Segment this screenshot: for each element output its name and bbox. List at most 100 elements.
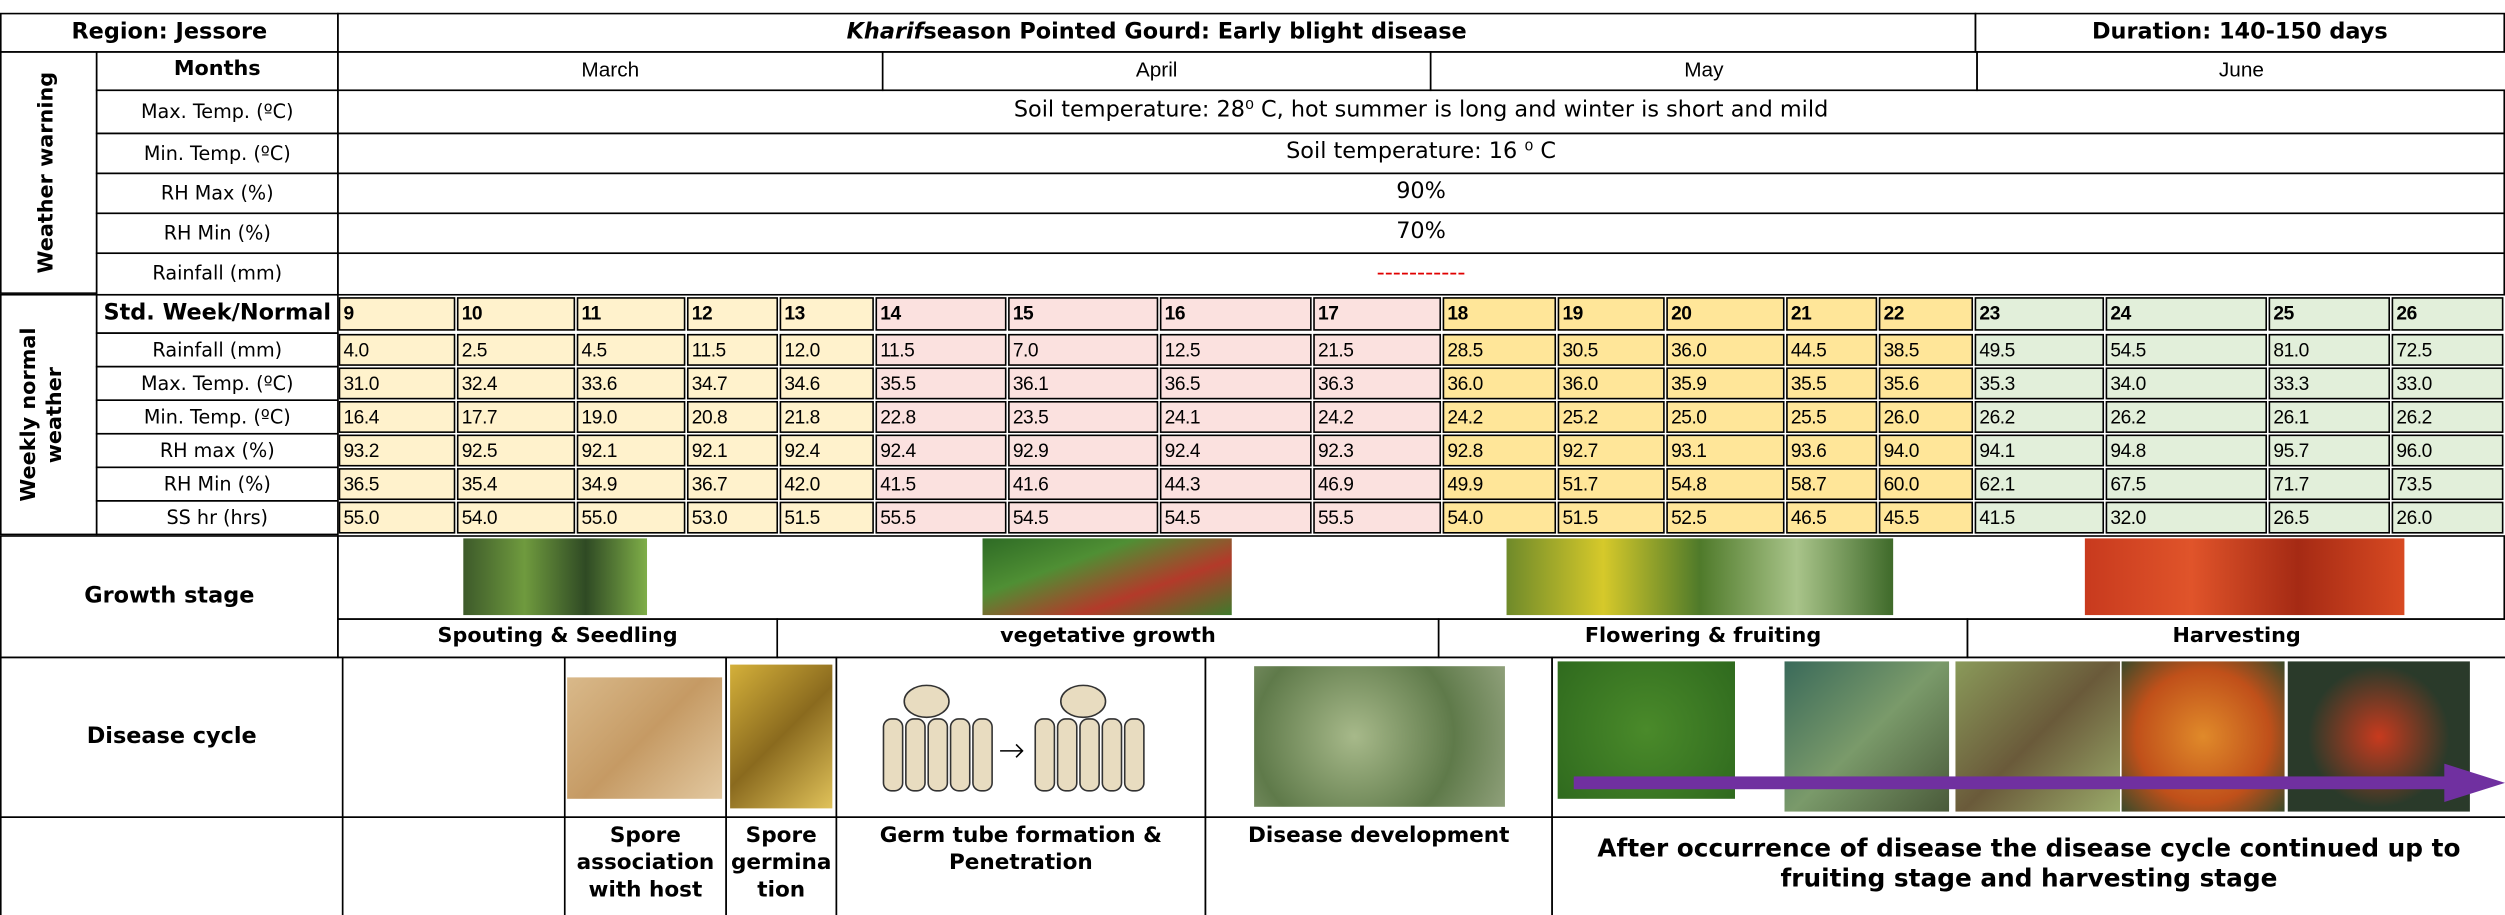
data-cell-text: 92.4	[880, 439, 915, 463]
row-label-text: Min. Temp. (ºC)	[144, 141, 291, 165]
data-cell: 36.5	[1160, 367, 1312, 399]
data-cell: 92.3	[1313, 435, 1441, 467]
row-label-text: Min. Temp. (ºC)	[144, 405, 291, 429]
duration: Duration: 140-150 days	[1975, 13, 2505, 53]
data-cell-text: 22.8	[880, 405, 915, 429]
row-label: RH Min (%)	[96, 212, 339, 254]
data-cell: 12.0	[780, 334, 874, 366]
data-cell: 95.7	[2269, 435, 2390, 467]
week-text: 14	[880, 302, 900, 326]
row-value-text: Soil temperature: 28⁰ C, hot summer is l…	[1014, 98, 1828, 126]
data-cell-text: 26.0	[2396, 506, 2431, 530]
data-cell: 49.9	[1443, 468, 1556, 500]
week: 25	[2269, 297, 2390, 331]
blank	[342, 816, 566, 915]
data-cell-text: 54.8	[1671, 472, 1706, 496]
data-cell: 11.5	[875, 334, 1006, 366]
data-cell-text: 92.1	[582, 439, 617, 463]
week: 22	[1879, 297, 1973, 331]
data-cell-text: 55.5	[880, 506, 915, 530]
step: Germ tube formation & Penetration	[836, 816, 1207, 915]
row-label: RH Min (%)	[96, 466, 339, 501]
data-cell-text: 49.5	[1979, 338, 2014, 362]
week-text: 24	[2110, 302, 2130, 326]
data-cell: 54.0	[1443, 502, 1556, 534]
week-text: 26	[2396, 302, 2416, 326]
row-label-text: RH max (%)	[160, 439, 275, 463]
row-label: Max. Temp. (ºC)	[96, 366, 339, 401]
data-cell-text: 34.9	[582, 472, 617, 496]
data-cell: 30.5	[1558, 334, 1665, 366]
week: 20	[1666, 297, 1784, 331]
data-cell: 44.3	[1160, 468, 1312, 500]
data-cell-text: 41.6	[1013, 472, 1048, 496]
row-value: Soil temperature: 16 ⁰ C	[337, 133, 2505, 175]
data-cell-text: 32.4	[462, 371, 497, 395]
data-cell-text: 34.7	[692, 371, 727, 395]
data-cell-text: 4.0	[343, 338, 368, 362]
row-value: 70%	[337, 212, 2505, 254]
data-cell: 54.5	[1160, 502, 1312, 534]
data-cell: 26.0	[1879, 401, 1973, 433]
data-cell-text: 34.0	[2110, 371, 2145, 395]
data-cell: 94.1	[1975, 435, 2104, 467]
data-cell: 60.0	[1879, 468, 1973, 500]
data-cell-text: 23.5	[1013, 405, 1048, 429]
data-cell-text: 33.6	[582, 371, 617, 395]
data-cell: 17.7	[457, 401, 575, 433]
week: 21	[1786, 297, 1877, 331]
data-cell: 41.5	[1975, 502, 2104, 534]
step: Spore germina tion	[725, 816, 837, 915]
data-cell-text: 36.0	[1562, 371, 1597, 395]
data-cell: 51.7	[1558, 468, 1665, 500]
week: 16	[1160, 297, 1312, 331]
data-cell-text: 41.5	[1979, 506, 2014, 530]
data-cell-text: 7.0	[1013, 338, 1038, 362]
section-label-text: Weather warning	[36, 72, 62, 274]
data-cell-text: 81.0	[2273, 338, 2308, 362]
title-text: Kharif	[847, 19, 924, 47]
data-cell: 24.1	[1160, 401, 1312, 433]
stage-text: Flowering & fruiting	[1585, 625, 1821, 651]
week-text: 15	[1013, 302, 1033, 326]
data-cell: 49.5	[1975, 334, 2104, 366]
row-label: RH max (%)	[96, 433, 339, 468]
data-cell-text: 33.3	[2273, 371, 2308, 395]
week-text: 10	[462, 302, 482, 326]
data-cell: 67.5	[2106, 468, 2267, 500]
row-label-text: Rainfall (mm)	[152, 262, 282, 286]
data-cell-text: 92.4	[784, 439, 819, 463]
row-value-text: 70%	[1396, 219, 1446, 247]
step-text: After occurrence of disease the disease …	[1553, 834, 2505, 896]
data-cell: 26.2	[2106, 401, 2267, 433]
data-cell: 24.2	[1443, 401, 1556, 433]
week-text: 25	[2273, 302, 2293, 326]
data-cell: 55.5	[875, 502, 1006, 534]
month: April	[882, 51, 1432, 91]
step-text: Germ tube formation & Penetration	[837, 823, 1204, 877]
data-cell: 21.5	[1313, 334, 1441, 366]
week-text: 20	[1671, 302, 1691, 326]
data-cell: 92.5	[457, 435, 575, 467]
data-cell-text: 28.5	[1447, 338, 1482, 362]
month: June	[1976, 51, 2505, 91]
stage: vegetative growth	[776, 618, 1439, 658]
week: 17	[1313, 297, 1441, 331]
data-cell-text: 54.0	[1447, 506, 1482, 530]
data-cell: 71.7	[2269, 468, 2390, 500]
row-value-text: Soil temperature: 16 ⁰ C	[1286, 139, 1556, 167]
data-cell: 73.5	[2392, 468, 2504, 500]
data-cell-text: 92.8	[1447, 439, 1482, 463]
week-text: 9	[343, 302, 353, 326]
data-cell-text: 36.0	[1447, 371, 1482, 395]
data-cell: 35.6	[1879, 367, 1973, 399]
data-cell: 93.6	[1786, 435, 1877, 467]
row-label: Rainfall (mm)	[96, 332, 339, 367]
row-label: Max. Temp. (ºC)	[96, 89, 339, 134]
stage: Spouting & Seedling	[337, 618, 778, 658]
row-label-text: Std. Week/Normal	[103, 300, 331, 328]
week: 14	[875, 297, 1006, 331]
data-cell-text: 36.0	[1671, 338, 1706, 362]
data-cell-text: 51.7	[1562, 472, 1597, 496]
data-cell: 36.7	[687, 468, 778, 500]
